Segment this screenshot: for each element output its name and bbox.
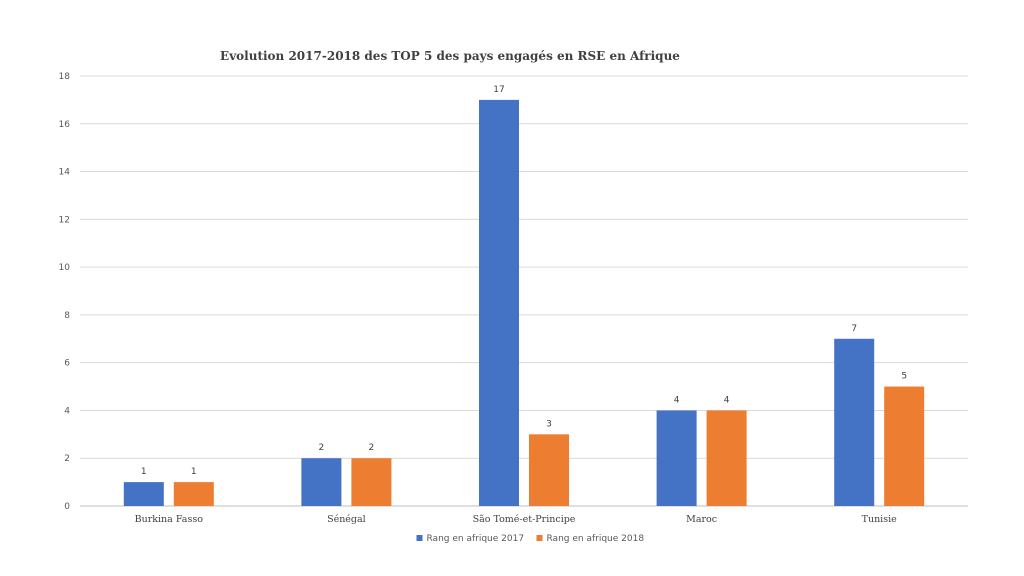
y-tick-label: 6 — [64, 359, 70, 369]
gridlines — [80, 75, 968, 507]
category-label: São Tomé-et-Principe — [473, 514, 576, 525]
category-label: Maroc — [686, 514, 717, 525]
category-label: Burkina Fasso — [135, 514, 204, 525]
bar — [173, 482, 214, 506]
data-label: 2 — [369, 443, 375, 453]
legend: Rang en afrique 2017 Rang en afrique 2018 — [416, 534, 645, 544]
y-tick-label: 16 — [59, 120, 71, 130]
y-tick-label: 8 — [64, 311, 70, 321]
data-label: 7 — [851, 324, 857, 334]
bar — [123, 482, 164, 506]
data-label: 4 — [724, 395, 730, 405]
data-label: 5 — [901, 372, 907, 382]
data-label: 3 — [546, 419, 552, 429]
data-labels: 1 1 2 2 17 3 4 4 7 5 — [141, 85, 907, 477]
bars — [123, 99, 925, 506]
bar — [479, 99, 519, 506]
legend-swatch — [536, 535, 543, 541]
y-tick-label: 0 — [64, 502, 70, 512]
legend-swatch — [416, 535, 423, 541]
y-tick-label: 12 — [59, 215, 70, 225]
y-axis-ticks: 0 2 4 6 8 10 12 14 16 18 — [59, 72, 71, 512]
y-tick-label: 10 — [59, 263, 71, 273]
data-label: 2 — [319, 443, 325, 453]
data-label: 1 — [141, 467, 147, 477]
bar — [706, 410, 747, 506]
bar — [884, 386, 925, 506]
bar — [656, 410, 697, 506]
bar — [351, 458, 392, 506]
y-tick-label: 4 — [64, 406, 70, 416]
data-label: 17 — [493, 85, 504, 95]
legend-label: Rang en afrique 2017 — [427, 534, 525, 544]
bar — [834, 338, 875, 506]
bar — [301, 458, 342, 506]
x-axis-categories: Burkina Fasso Sénégal São Tomé-et-Principe… — [135, 514, 898, 525]
chart-title: Evolution 2017-2018 des TOP 5 des pays e… — [220, 49, 680, 63]
category-label: Tunisie — [862, 514, 898, 525]
bar — [529, 434, 569, 506]
y-tick-label: 2 — [64, 454, 70, 464]
data-label: 1 — [191, 467, 197, 477]
legend-label: Rang en afrique 2018 — [547, 534, 645, 544]
category-label: Sénégal — [327, 514, 366, 525]
y-tick-label: 14 — [59, 168, 71, 178]
y-tick-label: 18 — [59, 72, 71, 82]
data-label: 4 — [674, 395, 680, 405]
